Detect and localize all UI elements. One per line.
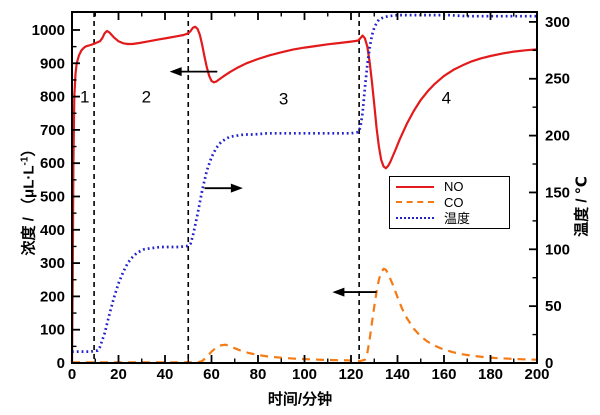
- right-tick-label: 100: [545, 241, 570, 258]
- co-line-sample: [396, 201, 434, 204]
- right-tick-label: 150: [545, 184, 570, 201]
- left-axis-title-close: ）: [20, 141, 38, 157]
- left-tick-label: 500: [40, 188, 65, 205]
- left-tick-label: 100: [40, 322, 65, 339]
- left-tick-label: 600: [40, 155, 65, 172]
- x-tick-label: 80: [250, 366, 267, 383]
- x-tick-label: 180: [478, 366, 503, 383]
- no-series-line: [70, 25, 538, 364]
- region-label-3: 3: [279, 89, 288, 108]
- axis-arrow-head-3: [332, 287, 345, 297]
- region-label-2: 2: [142, 88, 151, 107]
- right-tick-label: 50: [545, 298, 562, 315]
- legend-label-co: CO: [444, 194, 464, 210]
- legend-item-no: NO: [396, 179, 503, 194]
- co-series-line: [72, 267, 538, 364]
- x-tick-label: 60: [203, 366, 220, 383]
- legend-label-no: NO: [444, 179, 464, 195]
- x-tick-label: 160: [431, 366, 456, 383]
- left-axis-title: 浓度 / （μL·L-1）: [18, 109, 39, 289]
- x-tick-label: 200: [524, 366, 549, 383]
- x-tick-label: 20: [110, 366, 127, 383]
- left-tick-label: 300: [40, 255, 65, 272]
- legend-item-co: CO: [396, 195, 503, 210]
- left-tick-label: 800: [40, 89, 65, 106]
- right-tick-label: 300: [545, 14, 570, 31]
- x-tick-label: 100: [292, 366, 317, 383]
- left-tick-label: 900: [40, 55, 65, 72]
- left-tick-label: 0: [57, 355, 65, 372]
- no-line-sample: [396, 185, 434, 188]
- right-axis-title: 温度 / ℃: [573, 176, 591, 237]
- axis-arrow-head-2: [230, 183, 243, 193]
- right-tick-label: 0: [545, 355, 553, 372]
- legend-item-temp: 温度: [396, 211, 503, 226]
- x-axis-title: 时间/分钟: [267, 391, 333, 408]
- region-label-4: 4: [442, 89, 451, 108]
- temperature-line-sample: [396, 217, 434, 220]
- axis-arrow-head-1: [169, 67, 182, 77]
- left-tick-label: 400: [40, 222, 65, 239]
- left-axis-title-text: 浓度 / （μL·L: [20, 165, 38, 256]
- x-tick-label: 40: [157, 366, 174, 383]
- temperature-series-line: [72, 13, 537, 353]
- legend-label-temp: 温度: [444, 210, 471, 226]
- left-tick-label: 200: [40, 288, 65, 305]
- x-tick-label: 140: [385, 366, 410, 383]
- x-tick-label: 120: [338, 366, 363, 383]
- right-tick-label: 250: [545, 71, 570, 88]
- left-axis-title-superscript: -1: [19, 156, 31, 166]
- legend-box: NO CO 温度: [389, 176, 510, 229]
- right-tick-label: 200: [545, 128, 570, 145]
- left-tick-label: 700: [40, 122, 65, 139]
- left-tick-label: 1000: [32, 22, 65, 39]
- x-tick-label: 0: [68, 366, 76, 383]
- region-label-1: 1: [80, 88, 89, 107]
